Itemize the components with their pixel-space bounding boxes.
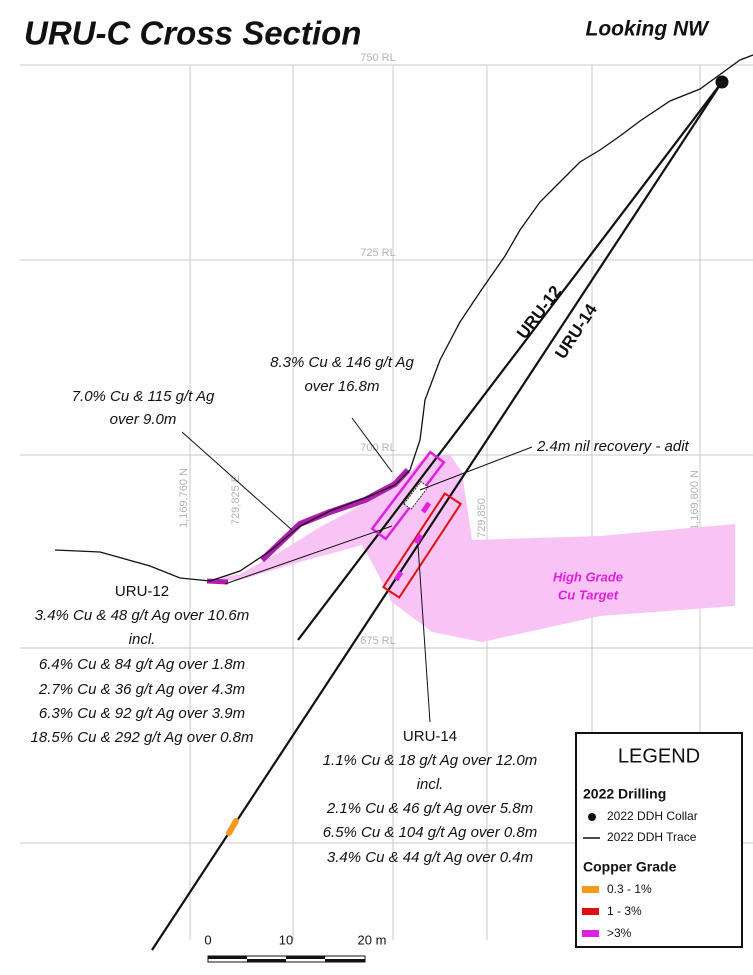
- collar: [715, 75, 729, 89]
- topography: [54, 54, 753, 582]
- scale-bar-segment: [325, 959, 365, 962]
- scale-bar: 0 10 20 m: [204, 932, 387, 963]
- legend-heading: Copper Grade: [583, 859, 677, 875]
- result-line: 6.3% Cu & 92 g/t Ag over 3.9m: [39, 705, 245, 722]
- adit-gap: [403, 480, 429, 511]
- result-line: incl.: [129, 631, 156, 648]
- rl-label: 725 RL: [360, 247, 395, 259]
- annotation: over 9.0m: [110, 411, 177, 428]
- target-label: High Grade: [553, 569, 623, 584]
- result-line: 2.7% Cu & 36 g/t Ag over 4.3m: [38, 681, 245, 698]
- legend: LEGEND 2022 Drilling 2022 DDH Collar 202…: [575, 732, 743, 948]
- grade-interval: [393, 570, 404, 582]
- annotation: 7.0% Cu & 115 g/t Ag: [72, 388, 215, 405]
- result-line: 2.1% Cu & 46 g/t Ag over 5.8m: [326, 800, 533, 817]
- coord-label: 1,169,760 N: [178, 468, 190, 528]
- result-line: 1.1% Cu & 18 g/t Ag over 12.0m: [323, 752, 538, 769]
- legend-title: LEGEND: [618, 745, 700, 767]
- callout-line: [181, 431, 293, 531]
- view-direction: Looking NW: [586, 18, 711, 41]
- scale-label: 10: [279, 932, 293, 947]
- result-heading: URU-14: [403, 728, 457, 745]
- legend-symbol: [588, 813, 596, 821]
- annotation: over 16.8m: [304, 378, 379, 395]
- result-line: 6.4% Cu & 84 g/t Ag over 1.8m: [39, 656, 245, 673]
- legend-swatch: [582, 908, 599, 915]
- scale-label: 0: [204, 932, 211, 947]
- title: URU-C Cross Section: [24, 15, 361, 52]
- drill-trace: [151, 81, 723, 951]
- surface-intercept: [259, 467, 411, 563]
- legend-item: 1 - 3%: [607, 904, 642, 918]
- legend-box: [575, 732, 743, 948]
- result-heading: URU-12: [115, 583, 169, 600]
- result-line: 3.4% Cu & 44 g/t Ag over 0.4m: [327, 849, 533, 866]
- result-line: 6.5% Cu & 104 g/t Ag over 0.8m: [323, 824, 538, 841]
- legend-heading: 2022 Drilling: [583, 786, 666, 802]
- coord-label: 729,850: [476, 498, 488, 538]
- scale-bar-segment: [247, 959, 286, 962]
- result-line: incl.: [417, 776, 444, 793]
- legend-item: >3%: [607, 926, 632, 940]
- coord-label: 729,825 E: [230, 475, 242, 525]
- grade-interval: [420, 501, 432, 514]
- result-line: 3.4% Cu & 48 g/t Ag over 10.6m: [35, 607, 250, 624]
- annotation: 8.3% Cu & 146 g/t Ag: [270, 354, 414, 371]
- callout-line: [224, 525, 393, 585]
- legend-swatch: [582, 886, 599, 893]
- drill-trace: [297, 81, 723, 641]
- annotation: 2.4m nil recovery - adit: [536, 438, 690, 455]
- callout-line: [417, 544, 431, 723]
- grade-interval: [413, 533, 424, 545]
- intercept-box: [381, 492, 463, 599]
- callout-line: [419, 446, 533, 491]
- scale-label: 20 m: [358, 932, 387, 947]
- rl-label: 700 RL: [360, 442, 395, 454]
- rl-label: 675 RL: [360, 635, 395, 647]
- callout-line: [351, 417, 393, 473]
- rl-label: 750 RL: [360, 52, 395, 64]
- result-line: 18.5% Cu & 292 g/t Ag over 0.8m: [31, 729, 254, 746]
- scale-bar-segment: [208, 956, 247, 959]
- legend-item: 0.3 - 1%: [607, 882, 652, 896]
- legend-item: 2022 DDH Trace: [607, 830, 697, 844]
- target-label: Cu Target: [558, 587, 619, 602]
- target-zone: [205, 455, 735, 642]
- coord-label: 1,169,800 N: [689, 470, 701, 530]
- grade-interval: [226, 818, 239, 836]
- scale-bar-segment: [286, 956, 325, 959]
- legend-swatch: [582, 930, 599, 937]
- legend-item: 2022 DDH Collar: [607, 809, 698, 823]
